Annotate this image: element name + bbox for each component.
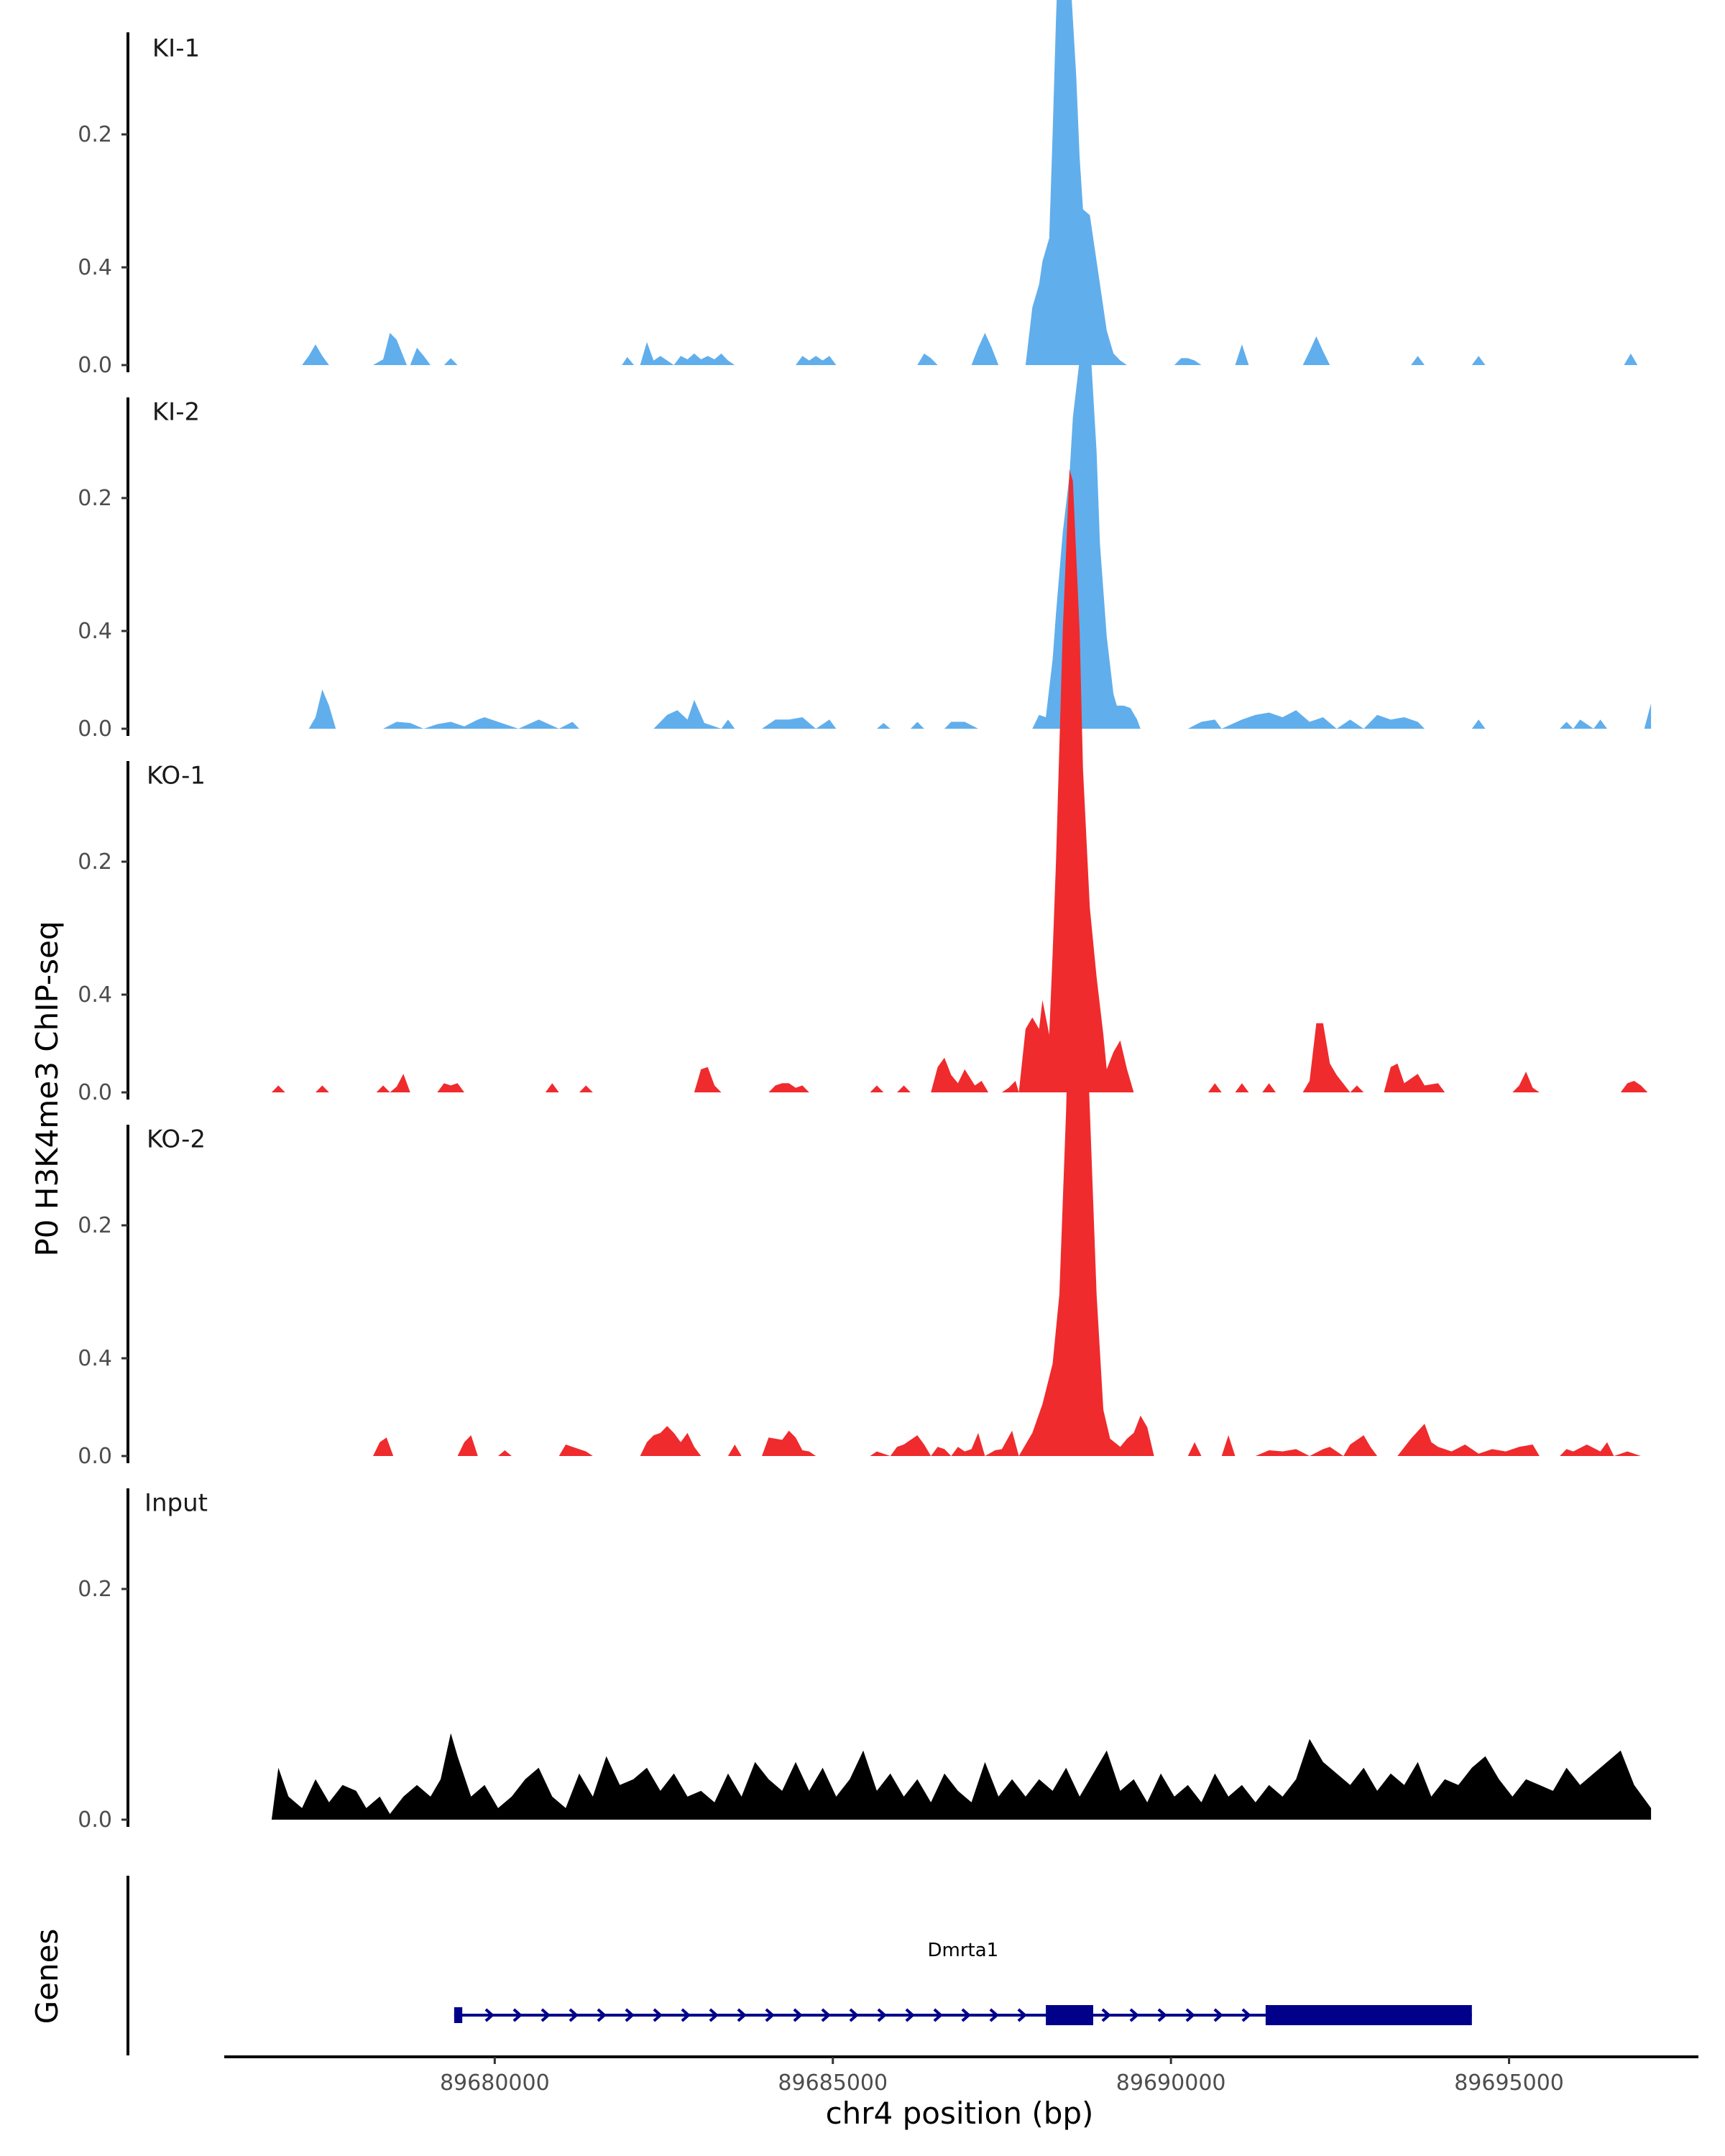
track-ki-1: 0.0 0.2 0.4 KI-1: [78, 0, 1638, 378]
track-label: Input: [144, 1489, 208, 1518]
y-tick-label: 0.0: [78, 353, 112, 378]
tracks-layer: 0.00.20.4KI-10.00.20.4KI-20.00.20.4KO-10…: [78, 0, 1652, 1833]
track-label: KI-2: [152, 398, 200, 427]
genes-track: Genes Dmrta1: [29, 1876, 1472, 2055]
track-label: KI-1: [152, 34, 200, 63]
gene-dmrta1: Dmrta1: [454, 1940, 1472, 2025]
y-tick-label: 0.0: [78, 717, 112, 742]
strand-arrow: [1185, 2008, 1195, 2022]
strand-arrow: [849, 2008, 859, 2022]
genes-track-label: Genes: [29, 1929, 65, 2024]
strand-arrow: [709, 2008, 719, 2022]
strand-arrow: [681, 2008, 691, 2022]
strand-arrow: [597, 2008, 607, 2022]
strand-arrow: [765, 2008, 775, 2022]
strand-arrow: [1157, 2008, 1167, 2022]
gene-exon: [454, 2007, 463, 2023]
strand-arrow: [1129, 2008, 1139, 2022]
y-tick-label: 0.2: [78, 122, 112, 147]
strand-arrow: [512, 2008, 523, 2022]
strand-arrow: [540, 2008, 551, 2022]
x-tick-label: 89680000: [440, 2070, 550, 2096]
y-tick-label: 0.2: [78, 849, 112, 875]
gene-exon: [1265, 2005, 1472, 2025]
y-tick-label: 0.2: [78, 1213, 112, 1238]
strand-arrow: [821, 2008, 831, 2022]
y-tick-label: 0.4: [78, 619, 112, 644]
strand-arrow: [1241, 2008, 1251, 2022]
signal-area: [271, 1733, 1652, 1820]
y-tick-label: 0.2: [78, 1577, 112, 1602]
strand-arrow: [989, 2008, 999, 2022]
strand-arrow: [877, 2008, 887, 2022]
strand-arrow: [905, 2008, 915, 2022]
track-input: 0.0 0.2 0.4 Input: [78, 1346, 1652, 1833]
strand-arrow: [653, 2008, 663, 2022]
x-tick-label: 89695000: [1454, 2070, 1564, 2096]
y-tick-label: 0.0: [78, 1080, 112, 1105]
strand-arrow: [793, 2008, 803, 2022]
y-tick-label: 0.2: [78, 486, 112, 511]
strand-arrow: [1213, 2008, 1223, 2022]
track-ko-1: 0.0 0.2 0.4 KO-1: [78, 469, 1648, 1105]
track-ki-2: 0.0 0.2 0.4 KI-2: [78, 255, 1652, 742]
track-label: KO-2: [147, 1125, 206, 1154]
y-tick-label: 0.0: [78, 1807, 112, 1833]
x-tick-label: 89690000: [1116, 2070, 1226, 2096]
strand-arrow: [569, 2008, 579, 2022]
gene-name: Dmrta1: [927, 1940, 998, 1961]
y-tick-label: 0.4: [78, 255, 112, 280]
track-ko-2: 0.0 0.2 0.4 KO-2: [78, 867, 1641, 1469]
strand-arrow: [961, 2008, 971, 2022]
strand-arrow: [1101, 2008, 1111, 2022]
x-axis: 89680000 89685000 89690000 89695000: [224, 2055, 1698, 2096]
strand-arrow: [484, 2008, 494, 2022]
x-axis-title: chr4 position (bp): [826, 2096, 1094, 2131]
x-tick-label: 89685000: [778, 2070, 888, 2096]
y-axis-title: P0 H3K4me3 ChIP-seq: [29, 921, 65, 1256]
strand-arrow: [933, 2008, 943, 2022]
track-label: KO-1: [147, 762, 206, 791]
y-tick-label: 0.4: [78, 982, 112, 1008]
strand-arrow: [1017, 2008, 1027, 2022]
y-tick-label: 0.4: [78, 1346, 112, 1371]
gene-exon: [1046, 2005, 1093, 2025]
y-tick-label: 0.0: [78, 1444, 112, 1469]
strand-arrow: [737, 2008, 747, 2022]
strand-arrow: [625, 2008, 635, 2022]
